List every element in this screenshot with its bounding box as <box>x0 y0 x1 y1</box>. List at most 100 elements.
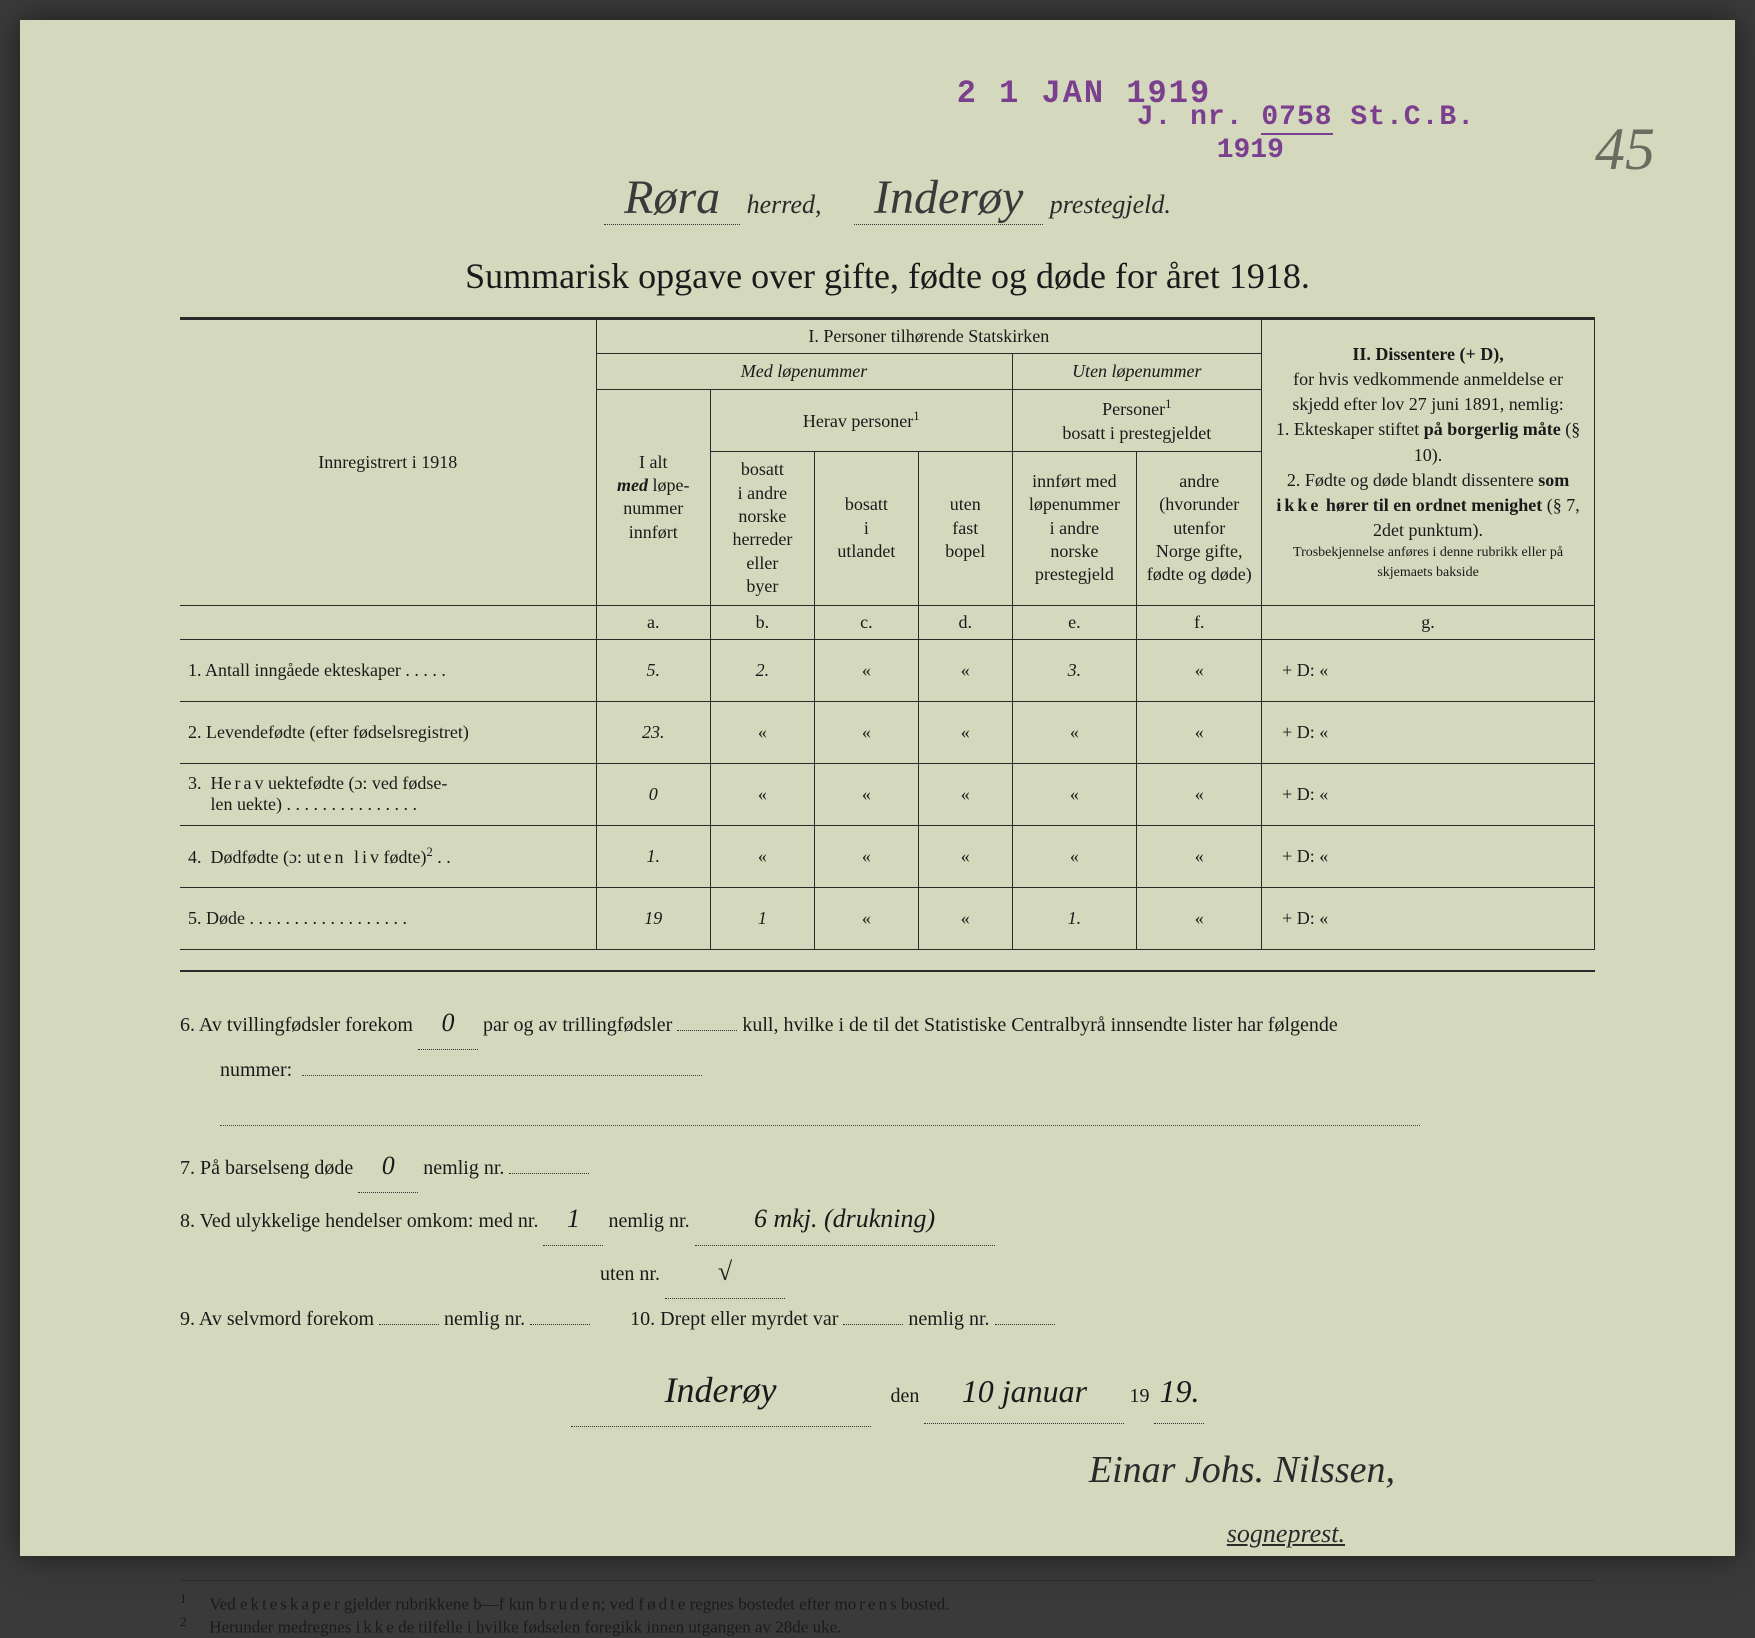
row-3-label: 3. Herav uektefødte (ɔ: ved fødse- len u… <box>180 763 596 825</box>
blank-corner <box>180 605 596 639</box>
col-e-sub: e. <box>1012 605 1137 639</box>
line6-triplets <box>677 1030 737 1031</box>
row-5-g: + D: « <box>1262 887 1595 949</box>
stamp-journal-number: J. nr. 0758 St.C.B. <box>1137 102 1475 135</box>
line10-nr <box>995 1324 1055 1325</box>
section2-dissenter: II. Dissentere (+ D), for hvis vedkommen… <box>1262 320 1595 606</box>
line6-nummer-label: nummer: <box>220 1059 292 1081</box>
line9-nr <box>530 1324 590 1325</box>
line-8: 8. Ved ulykkelige hendelser omkom: med n… <box>180 1193 1595 1246</box>
divider <box>180 970 1595 972</box>
signature-name: Einar Johs. Nilssen, <box>180 1432 1395 1508</box>
col-b-sub: b. <box>710 605 814 639</box>
row-3-f: « <box>1137 763 1262 825</box>
row-5-b: 1 <box>710 887 814 949</box>
prestegjeld-value: Inderøy <box>854 171 1043 225</box>
med-lopenummer-header: Med løpenummer <box>596 354 1012 390</box>
line8-uten-val: √ <box>665 1246 785 1299</box>
main-table: Innregistrert i 1918 I. Personer tilhøre… <box>180 319 1595 950</box>
col-g-sub: g. <box>1262 605 1595 639</box>
row-2-c: « <box>814 701 918 763</box>
row-4-g: + D: « <box>1262 825 1595 887</box>
row-2-f: « <box>1137 701 1262 763</box>
row-1-g: + D: « <box>1262 639 1595 701</box>
stamp-jnr-num: 0758 <box>1261 102 1332 135</box>
table-row: 1. Antall inngåede ekteskaper . . . . . … <box>180 639 1595 701</box>
line7-val: 0 <box>358 1140 418 1193</box>
line8-mednr: 1 <box>543 1193 603 1246</box>
footnotes: 1 Ved ekteskaper gjelder rubrikkene b—f … <box>180 1580 1595 1638</box>
row-4-label: 4. Dødfødte (ɔ: uten liv fødte)2 . . <box>180 825 596 887</box>
line6-blank <box>302 1075 702 1076</box>
line9-post: nemlig nr. <box>444 1308 525 1330</box>
row-2-a: 23. <box>596 701 710 763</box>
sig-year: 19. <box>1154 1359 1204 1424</box>
uten-lopenummer-header: Uten løpenummer <box>1012 354 1262 390</box>
col-a-header: I altmed løpe-nummerinnført <box>596 390 710 605</box>
line-7: 7. På barselseng døde 0 nemlig nr. <box>180 1140 1595 1193</box>
row-2-g: + D: « <box>1262 701 1595 763</box>
row-2-d: « <box>918 701 1012 763</box>
header-line: Røra herred, Inderøy prestegjeld. <box>180 170 1595 225</box>
table-row: 2. Levendefødte (efter fødselsregistret)… <box>180 701 1595 763</box>
herred-label: herred, <box>747 190 822 219</box>
row-2-label: 2. Levendefødte (efter fødselsregistret) <box>180 701 596 763</box>
line7-nr <box>509 1173 589 1174</box>
row-3-d: « <box>918 763 1012 825</box>
col-e-header: innført medløpenummeri andrenorskepreste… <box>1012 452 1137 605</box>
stamp-jnr-suffix: St.C.B. <box>1350 102 1475 133</box>
row-5-e: 1. <box>1012 887 1137 949</box>
line9-val <box>379 1324 439 1325</box>
col-d-header: utenfastbopel <box>918 452 1012 605</box>
row-1-c: « <box>814 639 918 701</box>
table-row: 5. Døde . . . . . . . . . . . . . . . . … <box>180 887 1595 949</box>
line8-mid: nemlig nr. <box>608 1210 689 1232</box>
line6-mid: par og av trillingfødsler <box>483 1014 672 1036</box>
section1-header: I. Personer tilhørende Statskirken <box>596 320 1262 354</box>
row-3-c: « <box>814 763 918 825</box>
row-3-a: 0 <box>596 763 710 825</box>
section2-title: II. Dissentere (+ D), <box>1270 342 1586 367</box>
personer-bosatt-header: Personer1bosatt i prestegjeldet <box>1012 390 1262 452</box>
stamp-jnr-prefix: J. nr. <box>1137 102 1244 133</box>
line8-uten-label: uten nr. <box>600 1263 660 1285</box>
herred-value: Røra <box>604 171 740 225</box>
section2-body: for hvis vedkommende anmeldelse er skjed… <box>1270 367 1586 583</box>
row-3-b: « <box>710 763 814 825</box>
line10-val <box>843 1324 903 1325</box>
signature-line: Inderøy den 10 januar 19 19. <box>180 1354 1595 1427</box>
line10-pre: 10. Drept eller myrdet var <box>630 1308 838 1330</box>
line-8b: uten nr. √ <box>180 1246 1595 1299</box>
col-c-sub: c. <box>814 605 918 639</box>
col-d-sub: d. <box>918 605 1012 639</box>
row-5-c: « <box>814 887 918 949</box>
table-row: 4. Dødfødte (ɔ: uten liv fødte)2 . . 1. … <box>180 825 1595 887</box>
sig-place: Inderøy <box>571 1354 871 1427</box>
sig-year-pre: 19 <box>1129 1385 1149 1407</box>
row-1-a: 5. <box>596 639 710 701</box>
row-4-f: « <box>1137 825 1262 887</box>
row-1-b: 2. <box>710 639 814 701</box>
col-b-header: bosatti andrenorskeherrederellerbyer <box>710 452 814 605</box>
line7-pre: 7. På barselseng døde <box>180 1157 353 1179</box>
row-1-f: « <box>1137 639 1262 701</box>
stamp-block: 2 1 JAN 1919 J. nr. 0758 St.C.B. 1919 <box>957 75 1475 166</box>
page-number-handwritten: 45 <box>1595 115 1655 184</box>
line8-detail: 6 mkj. (drukning) <box>695 1193 995 1246</box>
row-3-e: « <box>1012 763 1137 825</box>
document-title: Summarisk opgave over gifte, fødte og dø… <box>180 255 1595 297</box>
col-a-sub: a. <box>596 605 710 639</box>
row-4-a: 1. <box>596 825 710 887</box>
line8-pre: 8. Ved ulykkelige hendelser omkom: med n… <box>180 1210 538 1232</box>
row-1-label: 1. Antall inngåede ekteskaper . . . . . <box>180 639 596 701</box>
row-1-d: « <box>918 639 1012 701</box>
row-4-c: « <box>814 825 918 887</box>
line6-post: kull, hvilke i de til det Statistiske Ce… <box>742 1014 1337 1036</box>
line7-post: nemlig nr. <box>423 1157 504 1179</box>
document-page: 2 1 JAN 1919 J. nr. 0758 St.C.B. 1919 45… <box>20 20 1735 1556</box>
footer-area: 6. Av tvillingfødsler forekom 0 par og a… <box>180 997 1595 1560</box>
sig-date: 10 januar <box>924 1359 1124 1424</box>
sig-den: den <box>891 1385 920 1407</box>
row-2-b: « <box>710 701 814 763</box>
col-c-header: bosattiutlandet <box>814 452 918 605</box>
